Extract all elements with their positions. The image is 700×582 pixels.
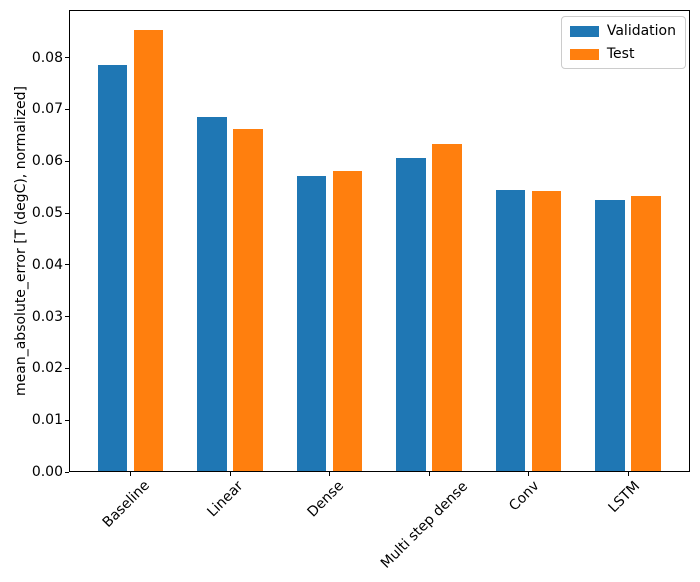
y-tick-label: 0.01 xyxy=(31,412,63,429)
plot-area: Validation Test xyxy=(69,10,690,472)
y-tick-mark xyxy=(65,160,69,162)
y-tick-label: 0.02 xyxy=(31,360,63,377)
bar-validation-linear xyxy=(197,116,227,472)
x-tick-mark xyxy=(229,472,231,476)
bar-test-linear xyxy=(233,128,263,472)
bar-test-baseline xyxy=(133,30,164,472)
y-tick-mark xyxy=(65,108,69,110)
y-tick-label: 0.04 xyxy=(31,256,63,273)
x-tick-label-linear: Linear xyxy=(204,478,247,521)
bar-test-lstm xyxy=(631,196,661,472)
legend-entry-test: Test xyxy=(569,46,676,62)
y-tick-label: 0.07 xyxy=(31,101,63,118)
y-tick-mark xyxy=(65,471,69,473)
x-tick-mark xyxy=(130,472,131,476)
bar-test-dense xyxy=(332,170,363,472)
bar-test-conv xyxy=(531,191,562,472)
x-tick-label-conv: Conv xyxy=(505,478,543,515)
y-tick-mark xyxy=(65,212,69,214)
y-tick-mark xyxy=(65,264,69,266)
y-tick-mark xyxy=(65,57,69,59)
bar-validation-lstm xyxy=(595,200,625,472)
x-tick-mark xyxy=(627,472,629,476)
y-tick-label: 0.08 xyxy=(31,49,63,66)
y-tick-mark xyxy=(65,316,69,318)
y-tick-label: 0.03 xyxy=(31,308,63,325)
x-tick-label-baseline: Baseline xyxy=(99,477,153,532)
legend-entry-validation: Validation xyxy=(569,23,676,39)
bar-validation-multi-step-dense xyxy=(396,158,426,472)
legend-label-validation: Validation xyxy=(606,23,676,39)
y-tick-label: 0.05 xyxy=(31,205,63,222)
x-tick-label-dense: Dense xyxy=(303,477,347,521)
y-tick-label: 0.00 xyxy=(31,464,63,480)
bar-validation-dense xyxy=(296,176,327,472)
y-tick-label: 0.06 xyxy=(31,153,63,170)
validation-color-swatch xyxy=(569,25,599,37)
bar-validation-conv xyxy=(495,189,526,472)
legend-label-test: Test xyxy=(606,46,635,62)
y-tick-mark xyxy=(65,367,69,369)
test-color-swatch xyxy=(569,48,599,60)
x-tick-mark xyxy=(329,472,330,476)
x-tick-mark xyxy=(428,472,430,476)
bar-validation-baseline xyxy=(97,65,128,472)
x-tick-label-lstm: LSTM xyxy=(604,477,643,516)
y-axis-label: mean_absolute_error [T (degC), normalize… xyxy=(13,86,29,396)
x-tick-label-multi-step-dense: Multi step dense xyxy=(377,478,472,572)
y-tick-mark xyxy=(65,419,69,421)
legend: Validation Test xyxy=(560,16,686,69)
bar-test-multi-step-dense xyxy=(432,144,462,472)
x-tick-mark xyxy=(528,472,529,476)
